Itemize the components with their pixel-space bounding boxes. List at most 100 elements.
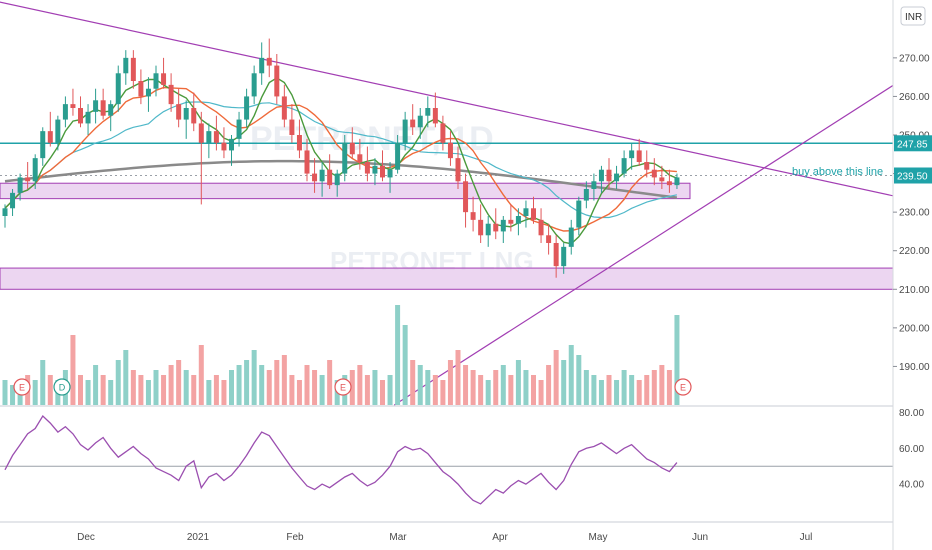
volume-bar <box>651 370 657 405</box>
volume-bar <box>447 360 453 405</box>
volume-bar <box>17 390 23 405</box>
moving-averages <box>4 77 678 245</box>
volume-bar <box>47 375 53 405</box>
candle-body <box>531 208 536 220</box>
currency-badge[interactable] <box>900 6 926 26</box>
volume-bar <box>115 360 121 405</box>
volume-bar <box>266 370 272 405</box>
volume-bar <box>553 350 559 405</box>
volume-bar <box>380 380 385 405</box>
event-marker[interactable]: E <box>334 378 352 396</box>
volume-bar <box>636 380 642 405</box>
candle-body <box>493 223 499 232</box>
candle-body <box>342 142 348 174</box>
candle-body <box>380 165 385 178</box>
volume-bar <box>349 370 355 405</box>
candle-body <box>312 173 318 182</box>
candle-body <box>478 219 484 236</box>
volume-bar <box>221 380 227 405</box>
candle-body <box>447 142 453 159</box>
volume-bar <box>206 380 212 405</box>
zones <box>0 182 894 290</box>
volume-bar <box>523 370 529 405</box>
candle-body <box>32 158 38 182</box>
volume-bar <box>644 375 650 405</box>
candle-body <box>153 73 159 89</box>
price-label-box <box>894 167 932 184</box>
candle-body <box>123 57 129 74</box>
candle-body <box>523 208 529 216</box>
candle-body <box>402 119 408 143</box>
candle-body <box>85 111 91 124</box>
support-zone <box>0 182 691 200</box>
candle-body <box>651 169 657 178</box>
candle-body <box>644 162 650 170</box>
event-marker[interactable]: E <box>674 378 692 396</box>
volume-bar <box>395 305 401 405</box>
volume-bar <box>259 365 265 405</box>
volume-bar <box>606 375 612 405</box>
volume-bar <box>591 375 597 405</box>
candle-body <box>274 65 280 97</box>
volume-bar <box>289 375 295 405</box>
volume-bar <box>198 345 204 405</box>
price-tick-label: 230.00 <box>899 208 930 219</box>
time-tick-label: 2021 <box>187 532 210 543</box>
volume-bar <box>455 350 461 405</box>
horizontal-line <box>0 142 893 176</box>
volume-bar <box>410 360 416 405</box>
candle-body <box>576 200 582 228</box>
ma-line <box>4 86 677 232</box>
candle-body <box>561 246 567 267</box>
candle-body <box>289 119 295 135</box>
volume-bar <box>168 365 174 405</box>
time-axis: Dec 2021 Feb Mar Apr May Jun Jul <box>77 532 812 543</box>
price-axis: 270.00260.00250.00240.00230.00220.00210.… <box>892 0 932 550</box>
candle-body <box>55 119 61 143</box>
volume-bar <box>130 370 136 405</box>
event-marker[interactable]: D <box>53 378 71 396</box>
candle-body <box>206 131 212 143</box>
candle-body <box>538 219 544 236</box>
volume-bar <box>531 375 536 405</box>
candle-body <box>636 150 642 162</box>
volume-bar <box>402 325 408 405</box>
time-tick-label: Mar <box>389 532 407 543</box>
annotation-text: buy above this line <box>792 166 883 178</box>
volume-bar <box>666 370 672 405</box>
candle-body <box>659 177 665 182</box>
volume-bar <box>153 370 159 405</box>
time-tick-label: Dec <box>77 532 95 543</box>
candle-body <box>395 142 401 170</box>
candle-body <box>25 177 31 182</box>
candle-body <box>515 216 521 224</box>
candle-body <box>485 223 491 236</box>
volume-bar <box>568 345 574 405</box>
currency-label: INR <box>905 12 922 23</box>
candle-body <box>266 57 272 66</box>
volume-bar <box>274 360 280 405</box>
candle-body <box>349 142 355 155</box>
candle-body <box>78 108 83 124</box>
volume-bar <box>108 380 114 405</box>
time-tick-label: Apr <box>492 532 508 543</box>
volume-bar <box>417 365 423 405</box>
event-marker[interactable]: E <box>13 378 31 396</box>
volume-bar <box>561 360 567 405</box>
candle-body <box>2 208 8 216</box>
candle-body <box>432 108 438 124</box>
candle-body <box>546 235 552 243</box>
price-tick-label: 210.00 <box>899 285 930 296</box>
candle-body <box>410 119 416 128</box>
volume-bar <box>78 375 83 405</box>
candle-body <box>62 104 68 120</box>
candle-body <box>606 169 612 182</box>
candle-body <box>553 243 559 267</box>
candle-body <box>130 57 136 81</box>
price-axis-bg <box>893 0 932 550</box>
candle-body <box>10 192 16 209</box>
candle-body <box>296 135 302 151</box>
candle-body <box>191 108 197 124</box>
candle-body <box>138 81 144 97</box>
